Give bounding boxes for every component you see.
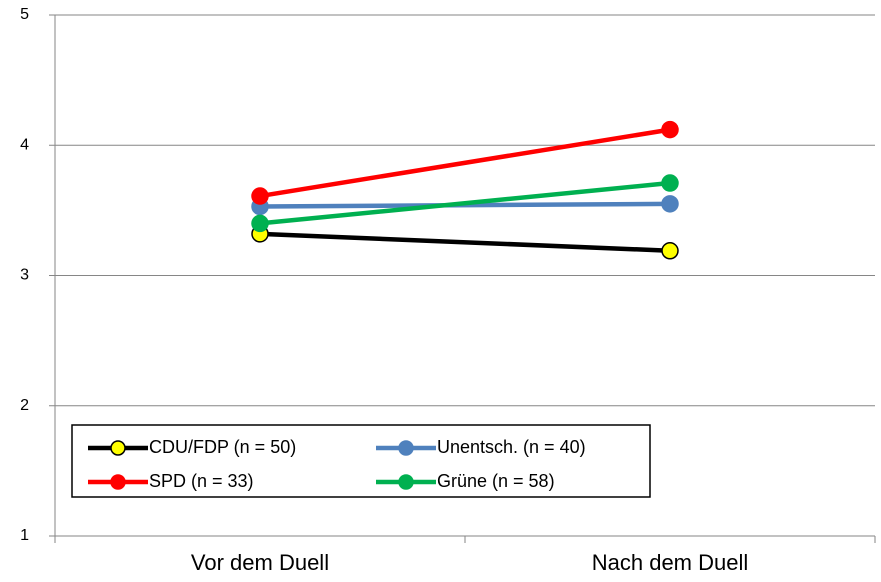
series-marker	[661, 195, 679, 213]
series-marker	[661, 242, 679, 260]
y-tick-label: 2	[20, 397, 29, 414]
series-marker	[661, 174, 679, 192]
series-marker	[251, 214, 269, 233]
x-tick-label: Nach dem Duell	[592, 550, 749, 575]
y-tick-label: 5	[20, 6, 29, 23]
series-line	[259, 127, 671, 199]
legend-marker	[110, 440, 126, 456]
legend-marker	[110, 474, 126, 490]
series-line	[259, 231, 671, 254]
legend-label: CDU/FDP (n = 50)	[149, 437, 296, 457]
legend-label: Unentsch. (n = 40)	[437, 437, 586, 457]
y-tick-label: 4	[20, 136, 29, 153]
legend-marker	[398, 474, 414, 490]
legend-label: SPD (n = 33)	[149, 471, 254, 491]
x-tick-label: Vor dem Duell	[191, 550, 329, 575]
series-marker	[661, 120, 679, 139]
series-line	[259, 180, 671, 226]
series-marker	[251, 187, 269, 205]
y-tick-label: 1	[20, 527, 29, 544]
legend-label: Grüne (n = 58)	[437, 471, 555, 491]
legend-box	[71, 424, 651, 498]
legend-marker	[398, 440, 414, 456]
y-tick-label: 3	[20, 267, 29, 284]
